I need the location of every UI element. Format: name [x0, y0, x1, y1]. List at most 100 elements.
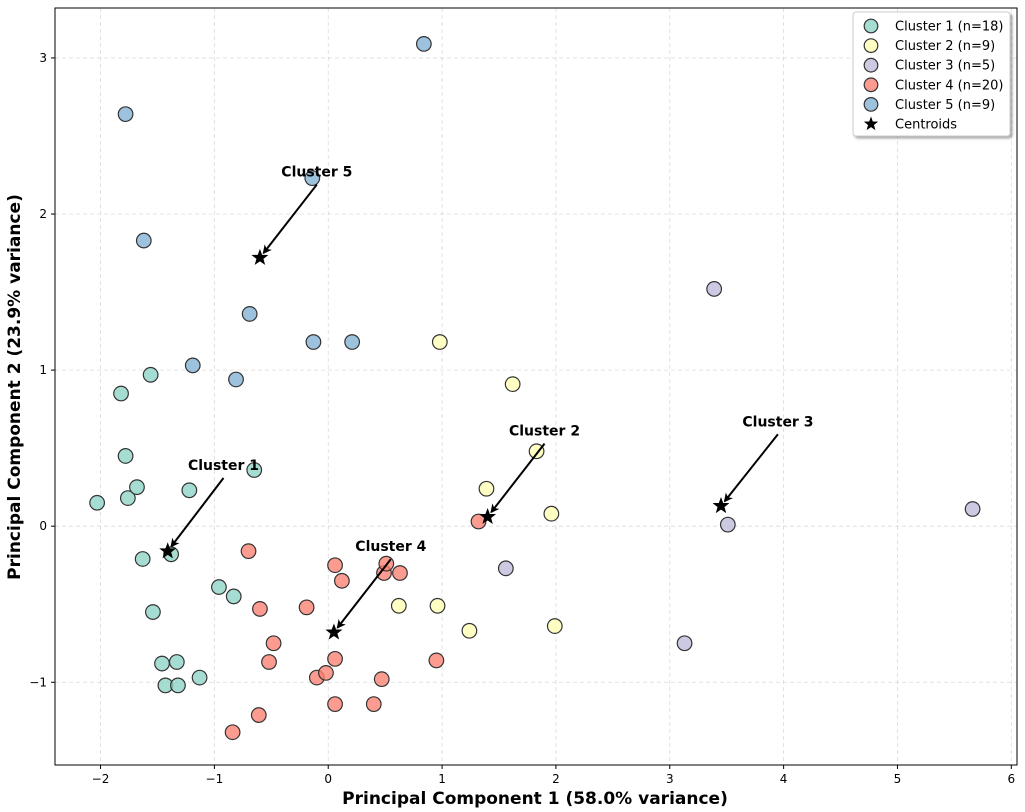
cluster-4-point	[392, 565, 408, 581]
cluster-2-point	[478, 480, 495, 497]
cluster-1-point	[117, 448, 134, 464]
x-tick-label: −2	[92, 772, 110, 786]
cluster-5-point	[228, 371, 244, 388]
cluster-4-point	[333, 572, 350, 589]
cluster-2-point	[390, 597, 407, 614]
cluster-1-point	[113, 385, 129, 402]
y-tick-label: 2	[39, 207, 47, 221]
cluster-2-point	[429, 597, 446, 614]
cluster-1-point	[142, 366, 159, 383]
y-tick-label: 1	[39, 363, 47, 377]
cluster-4-point	[298, 599, 315, 616]
cluster-4-point	[224, 724, 241, 741]
cluster-1-point	[246, 462, 263, 478]
cluster-annotation-label: Cluster 2	[509, 424, 580, 440]
cluster-1-point	[89, 494, 106, 511]
cluster-4-point	[252, 601, 268, 617]
cluster-1-point	[181, 482, 198, 499]
cluster-5-point	[344, 334, 361, 350]
x-tick-label: 3	[666, 772, 674, 786]
cluster-3-point	[676, 635, 693, 652]
legend-label: Cluster 5 (n=9)	[895, 98, 995, 113]
legend-marker-cluster-1	[863, 18, 879, 34]
cluster-4-point	[240, 543, 257, 560]
legend-label: Cluster 1 (n=18)	[895, 20, 1004, 35]
cluster-1-point	[191, 669, 208, 686]
x-tick-label: 2	[552, 772, 560, 786]
x-tick-label: 5	[894, 772, 902, 786]
cluster-4-point	[373, 671, 390, 688]
cluster-annotation-arrow	[170, 477, 225, 548]
cluster-annotation-arrow	[723, 433, 779, 503]
cluster-annotation-label: Cluster 3	[742, 414, 813, 430]
y-axis-label: Principal Component 2 (23.9% variance)	[5, 194, 25, 580]
y-tick-label: 0	[39, 519, 47, 533]
cluster-annotation-arrow	[490, 443, 546, 514]
x-tick-label: 6	[1007, 772, 1015, 786]
cluster-annotations: Cluster 1 Cluster 2 Cluster 3 Cluster 4 Clus…	[170, 165, 813, 629]
cluster-1-point	[154, 655, 170, 672]
cluster-5-point	[305, 334, 322, 350]
x-tick-label: 0	[324, 772, 332, 786]
x-tick-label: −1	[206, 772, 224, 786]
cluster-5-point	[135, 232, 152, 249]
legend-label: Cluster 3 (n=5)	[895, 59, 995, 74]
cluster-2-point	[504, 376, 521, 393]
cluster-4-point	[265, 635, 282, 652]
centroid-marker-3	[712, 497, 730, 514]
cluster-1-point	[134, 551, 151, 567]
cluster-4-point	[250, 707, 267, 723]
plot-frame	[54, 7, 1018, 766]
cluster-annotation-label: Cluster 1	[188, 458, 259, 474]
cluster-5-point	[184, 357, 201, 374]
cluster-annotation-label: Cluster 4	[355, 539, 426, 555]
cluster-3-point	[964, 501, 981, 517]
centroid-marker-2	[479, 507, 497, 525]
cluster-1-point	[225, 588, 242, 605]
cluster-annotation-label: Cluster 5	[281, 165, 352, 181]
legend-marker-cluster-4	[863, 77, 879, 93]
legend-label: Cluster 4 (n=20)	[895, 78, 1004, 93]
cluster-4-point	[327, 650, 343, 667]
centroid-marker-4	[325, 623, 343, 640]
cluster-2-point	[546, 618, 563, 634]
cluster-5-point	[415, 35, 432, 52]
cluster-4-point	[261, 654, 277, 670]
legend-marker-cluster-5	[863, 96, 879, 112]
cluster-2-point	[543, 505, 560, 522]
centroid-marker-5	[251, 248, 269, 265]
cluster-4-point	[327, 557, 343, 574]
cluster-5-point	[304, 170, 321, 187]
legend-label: Centroids	[895, 118, 957, 133]
cluster-4-point	[428, 652, 445, 669]
cluster-3-point	[719, 516, 736, 533]
legend-marker-cluster-2	[863, 38, 879, 53]
cluster-1-point	[145, 604, 161, 620]
cluster-4-point	[365, 696, 382, 713]
cluster-2-point	[431, 334, 448, 350]
legend-label: Cluster 2 (n=9)	[895, 39, 995, 54]
y-tick-label: −1	[29, 675, 47, 689]
cluster-5-point	[117, 106, 134, 123]
cluster-4-point	[318, 665, 334, 681]
centroid-markers	[159, 248, 730, 640]
cluster-annotation-arrow	[336, 558, 392, 629]
cluster-1-point	[168, 654, 185, 670]
cluster-2-point	[461, 622, 478, 639]
cluster-3-point	[706, 281, 723, 297]
cluster-1-point	[170, 677, 186, 694]
cluster-5-point	[241, 306, 258, 322]
legend-marker-cluster-3	[863, 57, 879, 73]
centroid-marker-1	[159, 542, 177, 559]
cluster-1-point	[119, 490, 136, 506]
legend-marker-centroids	[863, 116, 879, 131]
cluster-1-point	[211, 579, 227, 595]
cluster-4-point	[327, 696, 343, 713]
x-axis-label: Principal Component 1 (58.0% variance)	[342, 789, 728, 809]
legend-box	[852, 11, 1011, 137]
cluster-annotation-arrow	[262, 183, 318, 255]
x-tick-label: 4	[780, 772, 788, 786]
legend: Cluster 1 (n=18) Cluster 2 (n=9) Cluster 3…	[852, 11, 1011, 137]
cluster-1-point	[129, 479, 145, 496]
